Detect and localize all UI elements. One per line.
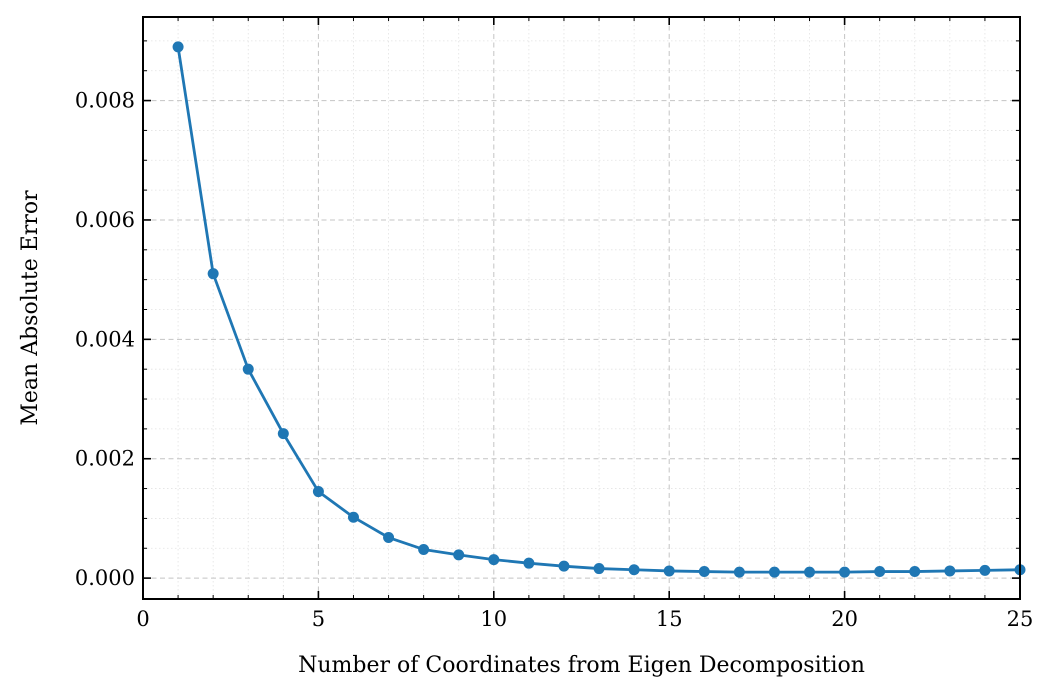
x-tick-label: 5 <box>312 607 325 631</box>
data-point <box>453 549 465 561</box>
x-tick-label: 20 <box>831 607 858 631</box>
tick-labels: 0 5 10 15 20 25 0.000 0.002 0.004 0.006 0.008 <box>75 89 1033 631</box>
data-point <box>207 268 219 280</box>
y-tick-label: 0.004 <box>75 327 135 351</box>
series-layer <box>172 41 1026 578</box>
y-tick-label: 0.000 <box>75 566 135 590</box>
data-point <box>839 566 851 578</box>
data-point <box>488 554 500 566</box>
y-tick-label: 0.006 <box>75 208 135 232</box>
data-point <box>242 363 254 375</box>
data-point <box>944 565 956 577</box>
data-point <box>558 560 570 572</box>
y-tick-label: 0.008 <box>75 89 135 113</box>
axis-ticks <box>142 17 1021 599</box>
x-tick-label: 10 <box>480 607 507 631</box>
data-point <box>663 565 675 577</box>
plot-frame <box>142 16 1021 600</box>
y-tick-label: 0.002 <box>75 447 135 471</box>
major-grid <box>143 17 1020 599</box>
data-point <box>804 566 816 578</box>
minor-grid <box>143 17 1020 599</box>
data-point <box>909 566 921 578</box>
data-point <box>979 564 991 576</box>
data-point <box>347 511 359 523</box>
data-point <box>733 566 745 578</box>
data-point <box>768 566 780 578</box>
data-point <box>628 564 640 576</box>
data-point <box>874 566 886 578</box>
data-point <box>312 486 324 498</box>
data-point <box>172 41 184 53</box>
x-tick-label: 0 <box>136 607 149 631</box>
x-tick-label: 25 <box>1007 607 1034 631</box>
y-axis-label: Mean Absolute Error <box>18 190 43 426</box>
data-point <box>593 563 605 575</box>
data-point <box>523 557 535 569</box>
x-axis-label: Number of Coordinates from Eigen Decompo… <box>298 653 865 678</box>
data-point <box>383 532 395 544</box>
data-point <box>277 428 289 440</box>
x-tick-label: 15 <box>656 607 683 631</box>
data-point <box>418 543 430 555</box>
data-point <box>698 566 710 578</box>
